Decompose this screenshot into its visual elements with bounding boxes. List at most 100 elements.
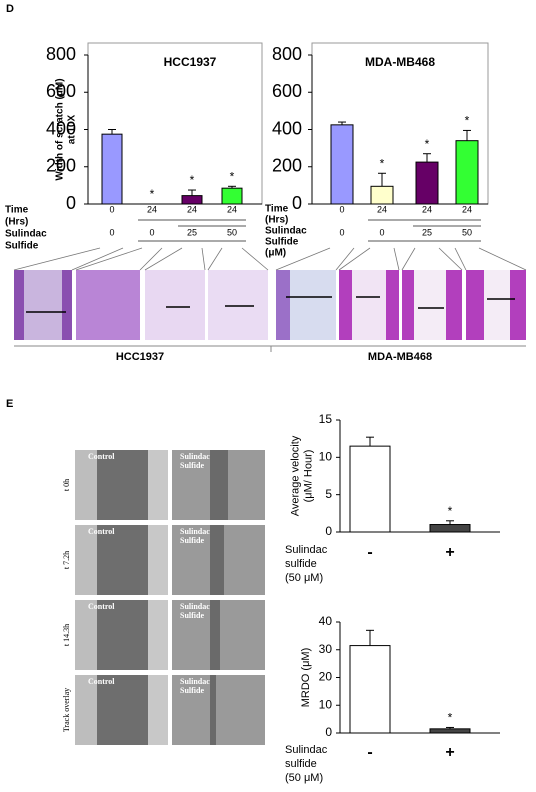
bar [429,524,471,533]
x-tick-label: + [445,744,454,761]
bar [370,185,394,205]
y-tick-label: 200 [46,156,76,176]
chart-title: HCC1937 [164,55,217,69]
dose-value: 0 [109,227,114,237]
significance: * [425,137,430,151]
bar [330,124,354,205]
x-tick-label: - [367,544,372,561]
micrographs-d [13,247,527,352]
bar [101,133,123,205]
micrograph-label: Sulfide [180,686,204,695]
time-label: Track overlay [62,688,71,732]
row-label: Sulfide [265,237,299,248]
row-label: Time [265,204,289,215]
time-value: 24 [462,204,472,214]
significance: * [150,187,155,201]
significance: * [380,156,385,170]
row-label: Time [5,205,29,216]
micrograph-label: Sulfide [180,611,204,620]
time-value: 24 [187,204,197,214]
row-label: (Hrs) [5,217,28,228]
y-tick-label: 15 [319,412,333,426]
micrograph [210,450,228,520]
y-tick-label: 200 [272,156,302,176]
x-axis-title: Sulindac [285,744,328,756]
time-value: 0 [109,204,114,214]
x-tick-label: - [367,744,372,761]
micrograph-label: Sulfide [180,461,204,470]
bar [349,645,391,734]
panel-label: D [6,3,14,15]
y-tick-label: 0 [66,193,76,213]
micrograph-label: Sulfide [180,536,204,545]
row-label: Sulindac [265,226,307,237]
bar [349,445,391,533]
micrograph [148,525,168,595]
micrograph-label: Control [88,602,115,611]
y-tick-label: 0 [325,524,332,538]
micrograph [75,525,97,595]
micrograph [148,675,168,745]
y-axis-title: Width of scratch (μM) [55,78,66,180]
time-label: t 14.3h [62,624,71,646]
y-tick-label: 400 [272,118,302,138]
y-axis-title: (μM/ Hour) [302,450,314,503]
dose-value: 25 [187,227,197,237]
micrograph [148,600,168,670]
micrograph [148,450,168,520]
row-label: Sulindac [5,229,47,240]
x-axis-title: sulfide [285,558,317,570]
y-tick-label: 0 [292,193,302,213]
micrograph [75,675,97,745]
micrograph [75,450,97,520]
dose-value: 50 [227,227,237,237]
time-value: 24 [377,204,387,214]
y-tick-label: 10 [319,697,333,711]
y-axis-title: at 10X [67,114,78,144]
micrograph-label: Sulindac [180,452,210,461]
micrograph-label: Control [88,527,115,536]
significance: * [230,169,235,183]
y-tick-label: 0 [325,725,332,739]
dose-value: 0 [339,227,344,237]
micrograph [75,600,97,670]
y-tick-label: 600 [272,81,302,101]
x-tick-label: + [445,544,454,561]
time-value: 0 [339,204,344,214]
micrograph-label: Sulindac [180,602,210,611]
panel-label: E [6,398,13,410]
chart-title: MDA-MB468 [365,55,435,69]
micrograph [210,525,224,595]
y-tick-label: 5 [325,487,332,501]
x-axis-title: Sulindac [285,544,328,556]
group-label: HCC1937 [116,351,164,363]
y-axis-title: MRDO (μM) [300,648,312,708]
time-value: 24 [227,204,237,214]
row-label: (Hrs) [265,215,288,226]
row-label: (μM) [265,248,286,259]
dose-value: 25 [422,227,432,237]
y-axis-title: Average velocity [289,435,301,516]
bar [181,195,203,205]
significance: * [190,173,195,187]
y-tick-label: 800 [272,44,302,64]
significance: * [448,504,453,518]
y-tick-label: 10 [319,450,333,464]
bar [455,140,479,205]
time-value: 24 [422,204,432,214]
micrograph-label: Control [88,452,115,461]
y-tick-label: 30 [319,642,333,656]
y-tick-label: 800 [46,44,76,64]
significance: * [465,114,470,128]
y-tick-label: 20 [319,670,333,684]
y-tick-label: 400 [46,118,76,138]
micrograph-label: Sulindac [180,677,210,686]
bar [429,728,471,734]
significance: * [448,711,453,725]
micrograph-label: Control [88,677,115,686]
y-tick-label: 40 [319,614,333,628]
x-axis-title: (50 μM) [285,572,323,584]
dose-value: 50 [462,227,472,237]
y-tick-label: 600 [46,81,76,101]
bar [415,161,439,205]
